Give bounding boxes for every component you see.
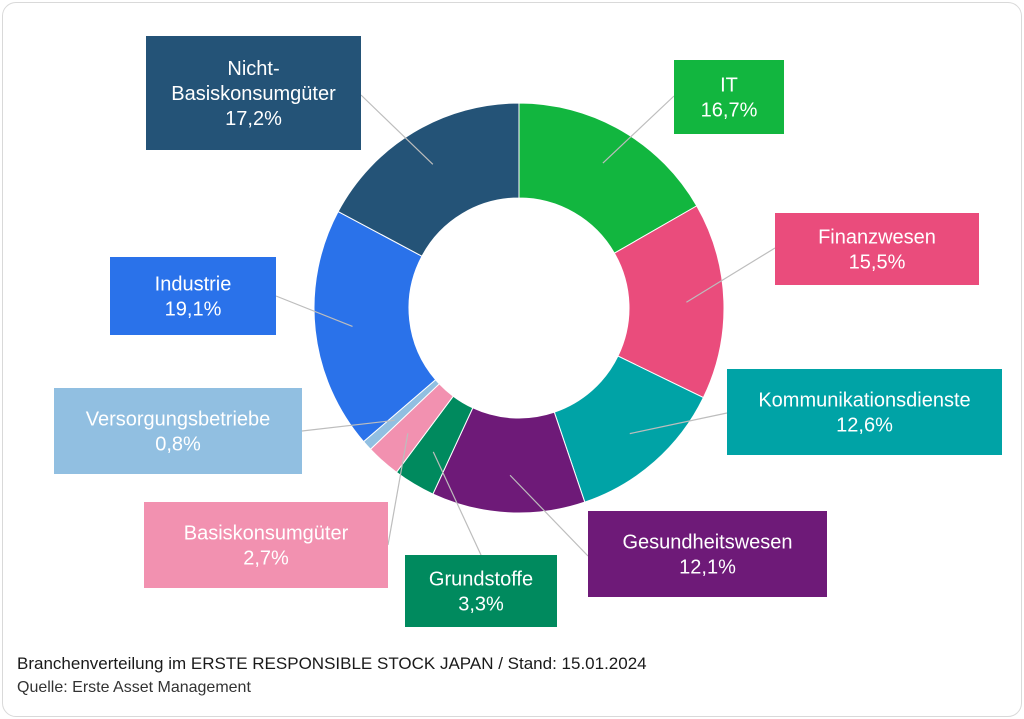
chart-caption-title: Branchenverteilung im ERSTE RESPONSIBLE … bbox=[17, 654, 647, 673]
leader-line-3 bbox=[509, 474, 589, 557]
data-label-value-0: 16,7% bbox=[701, 100, 758, 122]
data-label-name-4: Grundstoffe bbox=[429, 569, 533, 591]
label-box-0 bbox=[674, 60, 784, 134]
data-label-name-0: IT bbox=[720, 75, 738, 97]
leader-line-2 bbox=[629, 412, 728, 435]
data-label-name-8: Basiskonsumgüter bbox=[171, 83, 336, 105]
leader-line-0 bbox=[602, 95, 675, 164]
label-box-6 bbox=[54, 388, 302, 474]
label-box-1 bbox=[775, 213, 979, 285]
data-label-value-5: 2,7% bbox=[243, 548, 289, 570]
data-label-name-2: Kommunikationsdienste bbox=[758, 390, 970, 412]
leader-line-6 bbox=[301, 419, 395, 432]
data-label-name-3: Gesundheitswesen bbox=[622, 532, 792, 554]
data-label-value-3: 12,1% bbox=[679, 557, 736, 579]
chart-caption-source: Quelle: Erste Asset Management bbox=[17, 679, 251, 696]
data-label-value-1: 15,5% bbox=[849, 252, 906, 274]
leader-lines bbox=[275, 94, 776, 557]
data-label-value-6: 0,8% bbox=[155, 434, 201, 456]
label-box-2 bbox=[727, 369, 1002, 455]
data-label-name-1: Finanzwesen bbox=[818, 227, 936, 249]
label-box-8 bbox=[146, 36, 361, 150]
donut-chart: IT 16,7% Finanzwesen 15,5% Kommunikationsdie… bbox=[54, 36, 1002, 627]
data-label-name-6: Versorgungsbetriebe bbox=[86, 409, 271, 431]
data-label-value-4: 3,3% bbox=[458, 594, 504, 616]
leader-line-5 bbox=[387, 433, 409, 546]
label-box-4 bbox=[405, 555, 557, 627]
data-labels: IT 16,7% Finanzwesen 15,5% Kommunikationsdie… bbox=[54, 36, 1002, 627]
label-box-3 bbox=[588, 511, 827, 597]
leader-line-1 bbox=[686, 247, 776, 303]
data-label-name-8: Nicht- bbox=[227, 58, 279, 80]
donut-slice-7 bbox=[313, 210, 437, 443]
donut-slices bbox=[313, 102, 725, 514]
data-label-name-7: Industrie bbox=[155, 274, 232, 296]
label-box-5 bbox=[144, 502, 388, 588]
leader-line-7 bbox=[275, 295, 353, 327]
donut-slice-8 bbox=[337, 102, 520, 257]
leader-line-4 bbox=[432, 451, 482, 556]
data-label-value-2: 12,6% bbox=[836, 415, 893, 437]
label-box-7 bbox=[110, 257, 276, 335]
donut-slice-0 bbox=[518, 102, 698, 254]
data-label-value-7: 19,1% bbox=[165, 299, 222, 321]
data-label-name-5: Basiskonsumgüter bbox=[184, 523, 349, 545]
data-label-value-8: 17,2% bbox=[225, 108, 282, 130]
leader-line-8 bbox=[360, 94, 434, 165]
